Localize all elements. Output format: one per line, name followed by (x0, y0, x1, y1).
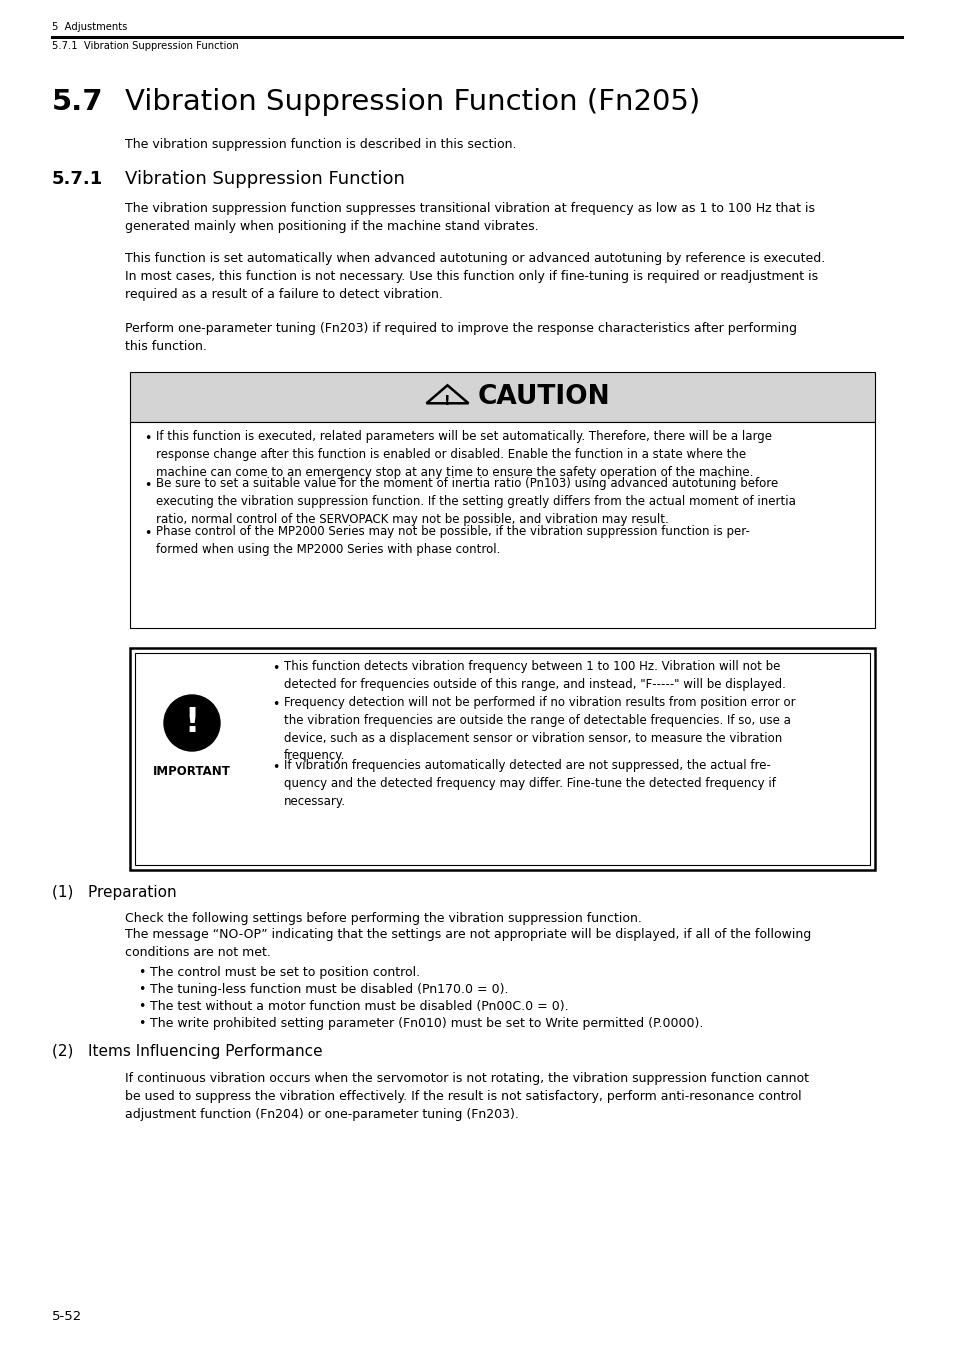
Text: •: • (138, 983, 145, 996)
Text: 5  Adjustments: 5 Adjustments (52, 22, 128, 32)
Text: This function is set automatically when advanced autotuning or advanced autotuni: This function is set automatically when … (125, 252, 824, 301)
Text: The message “NO-OP” indicating that the settings are not appropriate will be dis: The message “NO-OP” indicating that the … (125, 927, 810, 958)
Text: CAUTION: CAUTION (477, 383, 610, 410)
Text: The vibration suppression function is described in this section.: The vibration suppression function is de… (125, 138, 516, 151)
Text: If this function is executed, related parameters will be set automatically. Ther: If this function is executed, related pa… (156, 431, 771, 479)
Text: Vibration Suppression Function: Vibration Suppression Function (125, 170, 404, 188)
FancyBboxPatch shape (130, 373, 874, 423)
FancyBboxPatch shape (135, 653, 869, 865)
Text: •: • (144, 526, 152, 540)
Text: The write prohibited setting parameter (Fn010) must be set to Write permitted (P: The write prohibited setting parameter (… (150, 1017, 702, 1030)
Text: !: ! (444, 394, 450, 408)
FancyBboxPatch shape (130, 423, 874, 628)
Text: IMPORTANT: IMPORTANT (152, 765, 231, 778)
Text: (1)   Preparation: (1) Preparation (52, 886, 176, 900)
Text: The control must be set to position control.: The control must be set to position cont… (150, 967, 419, 979)
Text: 5.7.1: 5.7.1 (52, 170, 103, 188)
Text: Check the following settings before performing the vibration suppression functio: Check the following settings before perf… (125, 913, 641, 925)
Text: Be sure to set a suitable value for the moment of inertia ratio (Pn103) using ad: Be sure to set a suitable value for the … (156, 478, 795, 526)
Text: •: • (138, 1017, 145, 1030)
Text: Frequency detection will not be performed if no vibration results from position : Frequency detection will not be performe… (284, 697, 795, 763)
Text: •: • (272, 761, 279, 774)
Text: The vibration suppression function suppresses transitional vibration at frequenc: The vibration suppression function suppr… (125, 202, 814, 234)
Circle shape (164, 695, 220, 751)
Text: 5.7: 5.7 (52, 88, 104, 116)
Text: •: • (272, 662, 279, 675)
Text: •: • (272, 698, 279, 711)
Text: If continuous vibration occurs when the servomotor is not rotating, the vibratio: If continuous vibration occurs when the … (125, 1072, 808, 1120)
Text: 5-52: 5-52 (52, 1310, 82, 1323)
Text: The tuning-less function must be disabled (Pn170.0 = 0).: The tuning-less function must be disable… (150, 983, 508, 996)
Text: •: • (138, 967, 145, 979)
Text: Phase control of the MP2000 Series may not be possible, if the vibration suppres: Phase control of the MP2000 Series may n… (156, 525, 749, 556)
Text: Perform one-parameter tuning (Fn203) if required to improve the response charact: Perform one-parameter tuning (Fn203) if … (125, 323, 796, 352)
FancyBboxPatch shape (130, 648, 874, 869)
Text: 5.7.1  Vibration Suppression Function: 5.7.1 Vibration Suppression Function (52, 40, 238, 51)
Text: Vibration Suppression Function (Fn205): Vibration Suppression Function (Fn205) (125, 88, 700, 116)
Text: !: ! (184, 706, 199, 740)
Text: This function detects vibration frequency between 1 to 100 Hz. Vibration will no: This function detects vibration frequenc… (284, 660, 785, 691)
Text: The test without a motor function must be disabled (Pn00C.0 = 0).: The test without a motor function must b… (150, 1000, 568, 1012)
Text: If vibration frequencies automatically detected are not suppressed, the actual f: If vibration frequencies automatically d… (284, 759, 775, 807)
Text: •: • (144, 432, 152, 446)
Text: •: • (144, 479, 152, 493)
Text: •: • (138, 1000, 145, 1012)
Text: (2)   Items Influencing Performance: (2) Items Influencing Performance (52, 1044, 322, 1058)
